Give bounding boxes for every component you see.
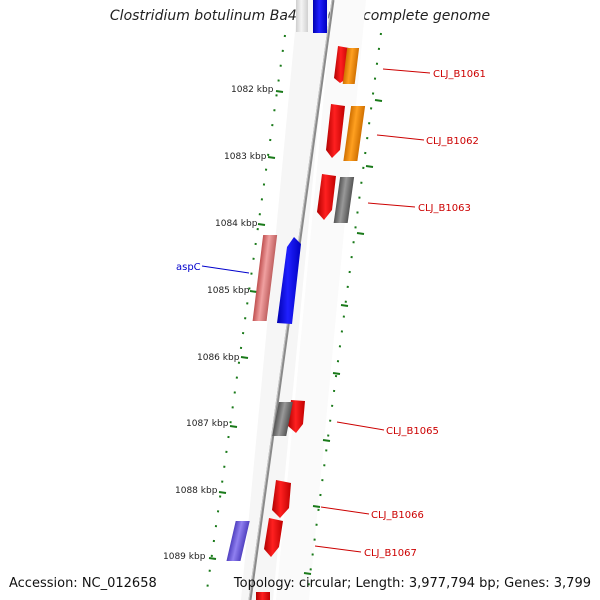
tick-label-1087: 1087 kbp — [186, 419, 229, 429]
tick-label-1085: 1085 kbp — [207, 286, 250, 296]
label-leaders — [201, 68, 431, 553]
gene-clj-b1067-red[interactable] — [264, 518, 283, 557]
tick-1084: 1084 kbp — [215, 219, 266, 229]
tick-label-1089: 1089 kbp — [163, 552, 206, 562]
outer-ticks — [303, 99, 383, 575]
accession-text: Accession: NC_012658 — [9, 576, 157, 591]
gene-clj-b1065-red[interactable] — [288, 400, 305, 433]
tick-label-1084: 1084 kbp — [215, 219, 258, 229]
gene-clj-b1065-gray[interactable] — [272, 402, 293, 436]
gene-label-clj-b1062[interactable]: CLJ_B1062 — [426, 136, 479, 147]
gene-label-clj-b1065[interactable]: CLJ_B1065 — [386, 426, 439, 437]
gene-clj-b1063-gray[interactable] — [333, 177, 355, 223]
gene-label-clj-b1063[interactable]: CLJ_B1063 — [418, 203, 471, 214]
gene-clj-b1062-orange[interactable] — [343, 106, 366, 161]
gene-clj-b1061-orange[interactable] — [342, 48, 360, 84]
gene-aspc-pink[interactable] — [252, 235, 278, 321]
gene-top-blue[interactable] — [313, 0, 327, 33]
gene-top-white[interactable] — [296, 0, 308, 32]
gene-clj-b1062-red[interactable] — [326, 104, 345, 158]
gene-clj-b1067-lavender[interactable] — [226, 521, 250, 561]
tick-1085: 1085 kbp — [207, 286, 258, 296]
gene-label-clj-b1061[interactable]: CLJ_B1061 — [433, 69, 486, 80]
tick-1089: 1089 kbp — [163, 552, 217, 562]
tick-1087: 1087 kbp — [186, 419, 238, 429]
tick-1083: 1083 kbp — [224, 152, 276, 162]
gene-clj-b1063-red[interactable] — [317, 174, 336, 220]
track-band-outer — [276, 0, 366, 600]
gene-label-aspc[interactable]: aspC — [176, 262, 201, 273]
topology-text: Topology: circular; Length: 3,977,794 bp… — [233, 576, 591, 591]
tick-1086: 1086 kbp — [197, 353, 249, 363]
tick-label-1083: 1083 kbp — [224, 152, 267, 162]
tick-label-1082: 1082 kbp — [231, 85, 274, 95]
gene-aspc-blue[interactable] — [277, 237, 301, 324]
tick-1082: 1082 kbp — [231, 85, 284, 95]
tick-1088: 1088 kbp — [175, 486, 227, 496]
gene-clj-b1066-red[interactable] — [272, 480, 291, 518]
tick-label-1086: 1086 kbp — [197, 353, 240, 363]
gene-label-clj-b1066[interactable]: CLJ_B1066 — [371, 510, 424, 521]
gene-label-clj-b1067[interactable]: CLJ_B1067 — [364, 548, 417, 559]
gene-bottom-red[interactable] — [256, 592, 270, 600]
tick-label-1088: 1088 kbp — [175, 486, 218, 496]
